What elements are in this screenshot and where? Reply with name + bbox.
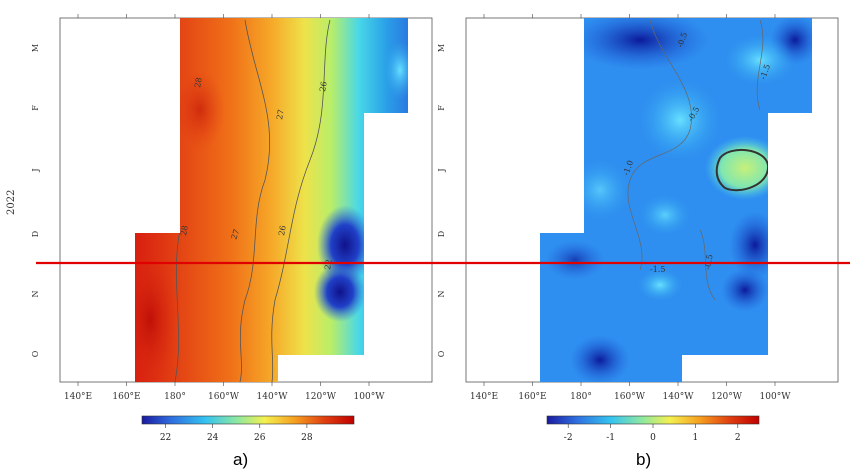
contour-label: 27 <box>229 228 241 241</box>
colorbar-tick-label: 24 <box>207 433 219 443</box>
x-tick-label: 140°W <box>257 392 289 402</box>
x-tick-label: 140°E <box>470 392 498 402</box>
colorbar-tick-label: 1 <box>693 433 699 443</box>
x-tick-label: 140°E <box>64 392 92 402</box>
y-tick-label: N <box>31 291 40 298</box>
x-tick-label: 100°W <box>354 392 386 402</box>
y-tick-label: D <box>31 231 40 237</box>
y-tick-label: O <box>31 350 40 357</box>
colorbar-a: 22 24 26 28 <box>141 415 355 443</box>
panel-b-field <box>540 18 812 382</box>
colorbar-tick-label: 26 <box>254 433 266 443</box>
y-tick-label: N <box>437 291 446 298</box>
colorbar-b-bar <box>546 415 760 425</box>
colorbar-b: -2 -1 0 1 2 <box>546 415 760 443</box>
y-tick-label: J <box>437 168 446 172</box>
contour-label: 26 <box>318 81 329 93</box>
x-tick-label: 180° <box>164 392 186 402</box>
year-label: 2022 <box>6 190 17 215</box>
colorbar-tick-label: -1 <box>606 433 615 443</box>
x-tick-label: 100°W <box>760 392 792 402</box>
panel-b: -0.5 -1.5 -0.5 -1.0 -1.5 -0.5 140°E160°E… <box>465 14 839 402</box>
colorbar-tick-label: 28 <box>301 433 313 443</box>
contour-label: 26 <box>277 225 288 237</box>
y-tick-label: O <box>437 350 446 357</box>
contour-label: 28 <box>193 77 204 89</box>
panel-a-ticks: 140°E 160°E 180° 160°W 140°W 120°W 100°W <box>64 14 385 402</box>
x-tick-label: 120°W <box>305 392 337 402</box>
panel-a-field <box>135 18 408 382</box>
colorbar-tick-label: 2 <box>735 433 741 443</box>
x-tick-label: 160°E <box>518 392 546 402</box>
panel-a-label: a) <box>233 450 248 469</box>
x-tick-label: 160°W <box>614 392 646 402</box>
y-tick-labels-a: M F J D N O <box>31 44 40 357</box>
colorbar-tick-label: -2 <box>564 433 573 443</box>
panel-b-label: b) <box>636 450 651 469</box>
x-tick-label: 180° <box>570 392 592 402</box>
contour-label: 27 <box>275 109 286 121</box>
y-tick-label: M <box>31 44 40 52</box>
panel-b-ticks: 140°E 160°E 180° 160°W 140°W 120°W 100°W <box>470 14 791 402</box>
y-tick-label: M <box>437 44 446 52</box>
contour-label: 28 <box>179 225 190 237</box>
contour-label: -1.5 <box>650 265 665 274</box>
y-tick-label: J <box>31 168 40 172</box>
x-tick-label: 120°W <box>711 392 743 402</box>
contour-label: 22 <box>323 259 334 271</box>
colorbar-a-bar <box>141 415 355 425</box>
x-tick-label: 140°W <box>663 392 695 402</box>
y-tick-label: F <box>437 105 446 111</box>
y-tick-label: D <box>437 231 446 237</box>
y-tick-labels-b: M F J D N O <box>437 44 446 357</box>
x-tick-label: 160°W <box>208 392 240 402</box>
x-tick-label: 160°E <box>112 392 140 402</box>
colorbar-tick-label: 22 <box>160 433 171 443</box>
colorbar-tick-label: 0 <box>650 433 656 443</box>
panel-a: 28 27 26 28 27 26 22 140°E 160°E 180° 160°W… <box>59 14 433 402</box>
y-tick-label: F <box>31 105 40 111</box>
